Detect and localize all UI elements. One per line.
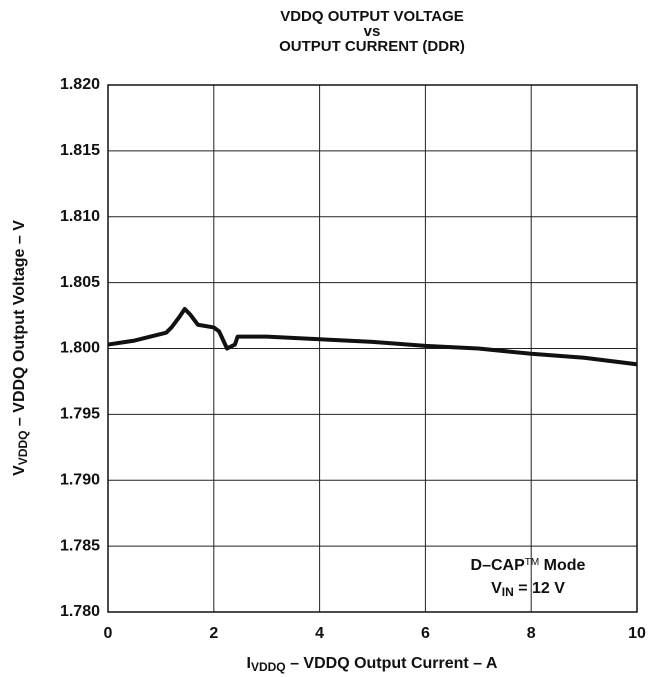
x-label-part: – VDDQ Output Current – A bbox=[286, 655, 498, 672]
x-tick-label: 4 bbox=[315, 625, 324, 642]
annotation-part: V bbox=[491, 580, 502, 597]
y-tick-label: 1.785 bbox=[60, 537, 100, 554]
x-tick-label: 0 bbox=[104, 625, 113, 642]
y-tick-label: 1.800 bbox=[60, 340, 100, 357]
y-label-part: – VDDQ Output Voltage – V bbox=[11, 220, 28, 431]
annotation-part: Mode bbox=[539, 557, 585, 574]
x-label-part: I bbox=[247, 655, 251, 672]
x-tick-label: 8 bbox=[527, 625, 536, 642]
y-tick-label: 1.795 bbox=[60, 406, 100, 423]
annotation: D–CAPTM Mode bbox=[471, 557, 586, 575]
chart-title: VDDQ OUTPUT VOLTAGE bbox=[280, 8, 464, 25]
annotation-part: = 12 V bbox=[514, 580, 565, 597]
annotation-sup: TM bbox=[525, 557, 539, 568]
x-axis-label: IVDDQ – VDDQ Output Current – A bbox=[247, 655, 498, 674]
y-tick-label: 1.805 bbox=[60, 274, 100, 291]
x-tick-label: 6 bbox=[421, 625, 430, 642]
x-label-sub: VDDQ bbox=[251, 660, 286, 674]
y-label-sub: VDDQ bbox=[16, 431, 30, 466]
annotation: VIN = 12 V bbox=[491, 580, 565, 599]
data-line bbox=[107, 306, 638, 367]
y-tick-label: 1.815 bbox=[60, 142, 100, 159]
x-tick-label: 2 bbox=[209, 625, 218, 642]
y-label-part: V bbox=[11, 465, 28, 476]
y-tick-label: 1.790 bbox=[60, 471, 100, 488]
chart-title: OUTPUT CURRENT (DDR) bbox=[279, 38, 465, 55]
annotation-sub: IN bbox=[502, 585, 514, 599]
y-axis-label: VVDDQ – VDDQ Output Voltage – V bbox=[11, 220, 30, 476]
x-tick-label: 10 bbox=[628, 625, 646, 642]
y-tick-label: 1.810 bbox=[60, 208, 100, 225]
y-tick-label: 1.820 bbox=[60, 76, 100, 93]
y-tick-label: 1.780 bbox=[60, 603, 100, 620]
chart-title: vs bbox=[364, 23, 381, 40]
plot-frame bbox=[107, 84, 638, 613]
annotation-part: D–CAP bbox=[471, 557, 526, 574]
